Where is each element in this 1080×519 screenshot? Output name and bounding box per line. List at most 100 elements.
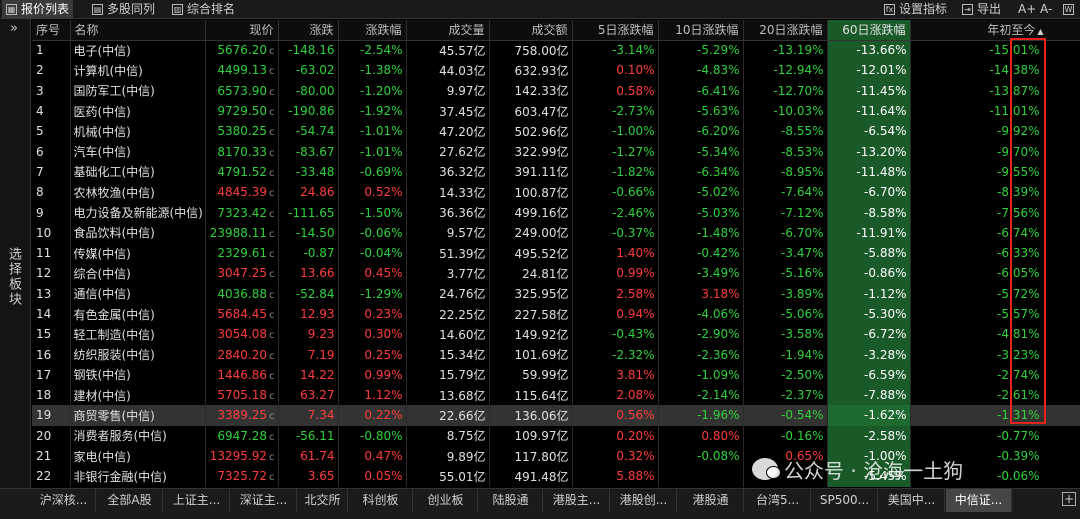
- row-20d: -6.70%: [743, 222, 828, 243]
- font-decrease-button[interactable]: A-: [1040, 0, 1052, 19]
- row-5d: 3.81%: [572, 364, 659, 386]
- row-change: 9.23: [278, 324, 339, 345]
- market-tab[interactable]: 深证主...: [231, 489, 297, 512]
- table-row[interactable]: 17 钢铁(中信) 1446.86 c 14.22 0.99% 15.79亿 59.99亿 3.…: [32, 364, 1080, 386]
- col-header-index[interactable]: 序号: [32, 20, 71, 41]
- row-name: 计算机(中信): [70, 60, 206, 81]
- market-tab[interactable]: 港股创...: [611, 489, 677, 512]
- market-tab[interactable]: 全部A股: [97, 489, 163, 512]
- table-row[interactable]: 1 电子(中信) 5676.20 c -148.16 -2.54% 45.57亿 758.00…: [32, 40, 1080, 61]
- table-row[interactable]: 12 综合(中信) 3047.25 c 13.66 0.45% 3.77亿 24.81亿 0.9…: [32, 263, 1080, 284]
- row-ytd: -0.77%: [910, 425, 1080, 446]
- price-unit: c: [269, 472, 275, 484]
- table-row[interactable]: 10 食品饮料(中信) 23988.11 c -14.50 -0.06% 9.57亿 249.…: [32, 222, 1080, 243]
- table-row[interactable]: 8 农林牧渔(中信) 4845.39 c 24.86 0.52% 14.33亿 100.87亿…: [32, 182, 1080, 203]
- table-row[interactable]: 20 消费者服务(中信) 6947.28 c -56.11 -0.80% 8.75亿 109.…: [32, 425, 1080, 446]
- row-pct: 0.52%: [338, 182, 407, 203]
- col-header-pct[interactable]: 涨跌幅: [338, 20, 407, 41]
- col-header-amount[interactable]: 成交额: [489, 20, 573, 41]
- market-tab[interactable]: 科创板: [349, 489, 413, 512]
- table-row[interactable]: 9 电力设备及新能源(中信) 7323.42 c -111.65 -1.50% 36.36亿…: [32, 202, 1080, 223]
- row-amount: 149.92亿: [489, 324, 573, 345]
- row-ytd: -6.05%: [910, 263, 1080, 284]
- market-tab[interactable]: 上证主...: [164, 489, 230, 512]
- expand-chevron-icon[interactable]: »: [10, 21, 18, 36]
- row-index: 20: [32, 425, 71, 446]
- tab-label: 综合排名: [187, 2, 236, 16]
- table-row[interactable]: 16 纺织服装(中信) 2840.20 c 7.19 0.25% 15.34亿 101.69亿…: [32, 344, 1080, 365]
- table-row[interactable]: 22 非银行金融(中信) 7325.72 c 3.65 0.05% 55.01亿 491.48…: [32, 466, 1080, 487]
- row-index: 5: [32, 121, 71, 142]
- row-60d: -7.88%: [827, 385, 911, 406]
- col-header-change[interactable]: 涨跌: [278, 20, 339, 41]
- table-row[interactable]: 21 家电(中信) 13295.92 c 61.74 0.47% 9.89亿 117.80亿 0…: [32, 445, 1080, 467]
- market-tab[interactable]: 美国中...: [879, 489, 945, 512]
- market-tab[interactable]: 台湾5...: [745, 489, 811, 512]
- word-export-button[interactable]: W: [1063, 0, 1074, 19]
- row-change: -190.86: [278, 100, 339, 122]
- row-change: -56.11: [278, 425, 339, 446]
- market-tab[interactable]: 沪深核...: [32, 489, 96, 512]
- row-volume: 55.01亿: [406, 466, 490, 487]
- market-tab[interactable]: 中信证...: [946, 489, 1012, 512]
- tab-quote-list[interactable]: ▦ 报价列表: [2, 0, 74, 19]
- col-header-ytd[interactable]: 年初至今 ▲: [910, 20, 1080, 41]
- row-volume: 14.60亿: [406, 324, 490, 345]
- price-unit: c: [269, 147, 275, 159]
- row-change: -54.74: [278, 121, 339, 142]
- col-header-60d[interactable]: 60日涨跌幅: [827, 20, 911, 41]
- select-sector-button[interactable]: 选择板块: [6, 247, 21, 307]
- row-60d: -5.88%: [827, 242, 911, 264]
- row-name: 通信(中信): [70, 283, 206, 304]
- row-price: 2329.61 c: [205, 242, 279, 264]
- row-price: 6947.28 c: [205, 425, 279, 446]
- row-10d: -2.36%: [658, 344, 744, 365]
- table-row[interactable]: 5 机械(中信) 5380.25 c -54.74 -1.01% 47.20亿 502.96亿…: [32, 121, 1080, 142]
- row-price: 23988.11 c: [205, 222, 279, 243]
- row-5d: -1.27%: [572, 141, 659, 162]
- market-tab[interactable]: 创业板: [414, 489, 478, 512]
- row-index: 7: [32, 161, 71, 183]
- row-5d: -2.32%: [572, 344, 659, 365]
- market-tab[interactable]: 港股通: [678, 489, 744, 512]
- row-pct: -1.01%: [338, 141, 407, 162]
- table-row[interactable]: 11 传媒(中信) 2329.61 c -0.87 -0.04% 51.39亿 495.52亿…: [32, 242, 1080, 264]
- table-row[interactable]: 6 汽车(中信) 8170.33 c -83.67 -1.01% 27.62亿 322.99亿…: [32, 141, 1080, 162]
- row-pct: 0.30%: [338, 324, 407, 345]
- row-60d: -11.45%: [827, 80, 911, 101]
- table-row[interactable]: 2 计算机(中信) 4499.13 c -63.02 -1.38% 44.03亿 632.93…: [32, 60, 1080, 81]
- market-tab[interactable]: 港股主...: [544, 489, 610, 512]
- tab-multi-stock[interactable]: ▤ 多股同列: [88, 0, 159, 19]
- row-10d: -2.14%: [658, 385, 744, 406]
- col-header-20d[interactable]: 20日涨跌幅: [743, 20, 828, 41]
- table-row[interactable]: 3 国防军工(中信) 6573.90 c -80.00 -1.20% 9.97亿 142.33…: [32, 80, 1080, 101]
- col-header-name[interactable]: 名称: [70, 20, 206, 41]
- add-tab-icon[interactable]: +: [1062, 492, 1076, 506]
- col-header-volume[interactable]: 成交量: [406, 20, 490, 41]
- market-tab[interactable]: SP500...: [812, 489, 878, 512]
- table-row[interactable]: 13 通信(中信) 4036.88 c -52.84 -1.29% 24.76亿 325.95…: [32, 283, 1080, 304]
- row-20d: -8.55%: [743, 121, 828, 142]
- col-header-5d[interactable]: 5日涨跌幅: [572, 20, 659, 41]
- table-row[interactable]: 18 建材(中信) 5705.18 c 63.27 1.12% 13.68亿 115.64亿 2…: [32, 385, 1080, 406]
- sort-asc-icon: ▲: [1037, 27, 1044, 37]
- market-tab[interactable]: 北交所: [298, 489, 348, 512]
- col-header-10d[interactable]: 10日涨跌幅: [658, 20, 744, 41]
- export-button[interactable]: ⇥ 导出: [962, 0, 1001, 19]
- row-volume: 44.03亿: [406, 60, 490, 81]
- table-row[interactable]: 19 商贸零售(中信) 3389.25 c 7.34 0.22% 22.66亿 136.06亿…: [32, 405, 1080, 426]
- table-row[interactable]: 14 有色金属(中信) 5684.45 c 12.93 0.23% 22.25亿 227.58…: [32, 303, 1080, 325]
- table-row[interactable]: 15 轻工制造(中信) 3054.08 c 9.23 0.30% 14.60亿 149.92亿…: [32, 324, 1080, 345]
- row-60d: -13.20%: [827, 141, 911, 162]
- table-row[interactable]: 4 医药(中信) 9729.50 c -190.86 -1.92% 37.45亿 603.47…: [32, 100, 1080, 122]
- settings-button[interactable]: fx 设置指标: [884, 0, 947, 19]
- font-increase-button[interactable]: A+: [1018, 0, 1036, 19]
- row-60d: -1.12%: [827, 283, 911, 304]
- row-amount: 117.80亿: [489, 445, 573, 467]
- col-header-price[interactable]: 现价: [205, 20, 279, 41]
- market-tab[interactable]: 陆股通: [479, 489, 543, 512]
- row-amount: 115.64亿: [489, 385, 573, 406]
- tab-ranking[interactable]: ▥ 综合排名: [168, 0, 239, 19]
- row-20d: -8.95%: [743, 161, 828, 183]
- table-row[interactable]: 7 基础化工(中信) 4791.52 c -33.48 -0.69% 36.32亿 391.1…: [32, 161, 1080, 183]
